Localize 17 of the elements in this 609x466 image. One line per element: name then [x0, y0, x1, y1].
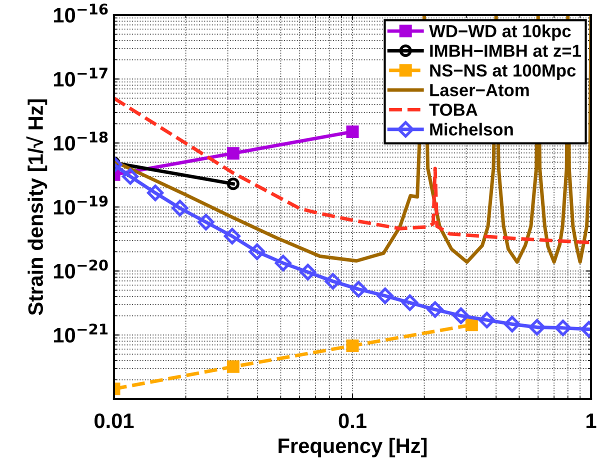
- y-tick-label: 10$^{−19}$: [54, 196, 108, 215]
- y-tick-label: 10$^{−20}$: [54, 260, 108, 279]
- legend-label: Michelson: [430, 122, 513, 136]
- x-tick-label: 0.01: [94, 413, 134, 428]
- x-tick-label: 1: [586, 414, 596, 428]
- y-tick-label: 10$^{−17}$: [54, 68, 108, 87]
- legend-label: NS−NS at 100Mpc: [430, 64, 576, 80]
- legend-label: IMBH−IMBH at z=1: [430, 44, 581, 57]
- legend-label: WD−WD at 10kpc: [429, 24, 571, 41]
- legend-label: Laser−Atom: [430, 84, 529, 96]
- x-axis-title: Frequency [Hz]: [278, 438, 427, 458]
- y-axis-title: Strain density [1/√ Hz]: [26, 99, 48, 316]
- x-tick-label: 0.1: [338, 413, 366, 428]
- y-tick-label: 10$^{−18}$: [54, 132, 108, 151]
- y-tick-label: 10$^{−16}$: [54, 4, 108, 23]
- y-tick-label: 10$^{−21}$: [54, 324, 108, 343]
- legend-label: TOBA: [429, 104, 478, 116]
